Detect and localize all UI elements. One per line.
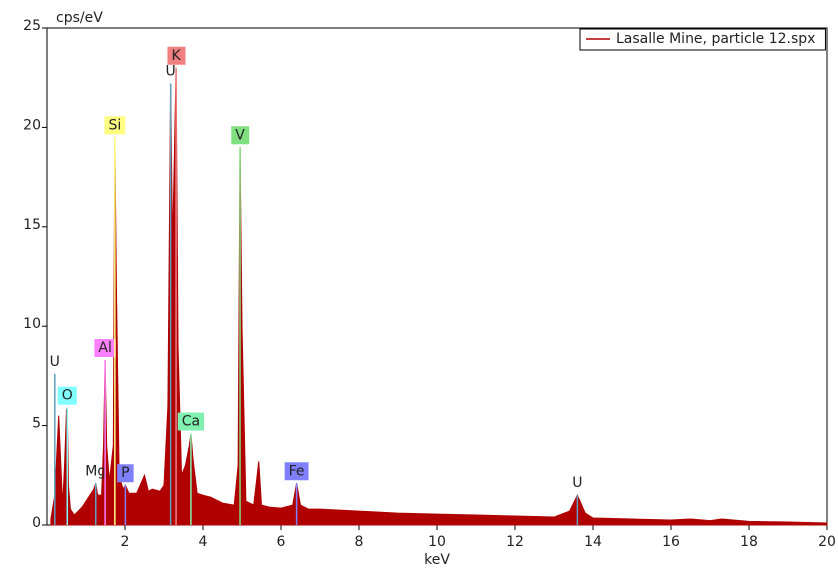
y-tick-label: 5: [32, 416, 41, 432]
y-tick-label: 25: [23, 18, 41, 34]
x-tick-label: 8: [355, 534, 364, 550]
element-label: U: [50, 354, 60, 370]
element-label-box: [177, 412, 205, 431]
legend-label: Lasalle Mine, particle 12.spx: [616, 31, 815, 47]
x-tick-label: 14: [584, 534, 602, 550]
element-label-box: [284, 462, 309, 481]
x-tick-label: 2: [121, 534, 130, 550]
x-tick-label: 10: [428, 534, 446, 550]
x-tick-label: 12: [506, 534, 524, 550]
spectrum-area: [50, 67, 828, 526]
element-label-box: [57, 386, 77, 405]
element-label: Ca: [182, 414, 200, 430]
y-tick-label: 0: [32, 515, 41, 531]
element-label: P: [121, 465, 129, 481]
element-label: Mg: [85, 463, 106, 479]
element-label: Si: [108, 117, 121, 133]
y-tick-label: 20: [23, 117, 41, 133]
element-label: K: [171, 48, 181, 64]
y-tick-label: 10: [23, 316, 41, 332]
element-label: Fe: [289, 463, 305, 479]
element-label-box: [94, 338, 116, 357]
element-label-box: [231, 126, 250, 145]
x-tick-label: 16: [662, 534, 680, 550]
element-label: V: [235, 127, 245, 143]
y-axis-label: cps/eV: [56, 10, 103, 26]
plot-frame: [46, 27, 828, 526]
x-axis-label: keV: [424, 552, 450, 568]
x-tick-label: 20: [818, 534, 836, 550]
element-label: Al: [98, 340, 111, 356]
element-label: U: [166, 64, 176, 80]
element-label-box: [167, 46, 186, 65]
element-label: O: [62, 388, 73, 404]
element-label-box: [117, 464, 134, 483]
legend-box: [579, 28, 826, 51]
x-tick-label: 4: [199, 534, 208, 550]
y-tick-label: 15: [23, 217, 41, 233]
element-label-box: [104, 116, 126, 135]
x-tick-label: 6: [277, 534, 286, 550]
x-tick-label: 18: [740, 534, 758, 550]
element-label: U: [572, 475, 582, 491]
